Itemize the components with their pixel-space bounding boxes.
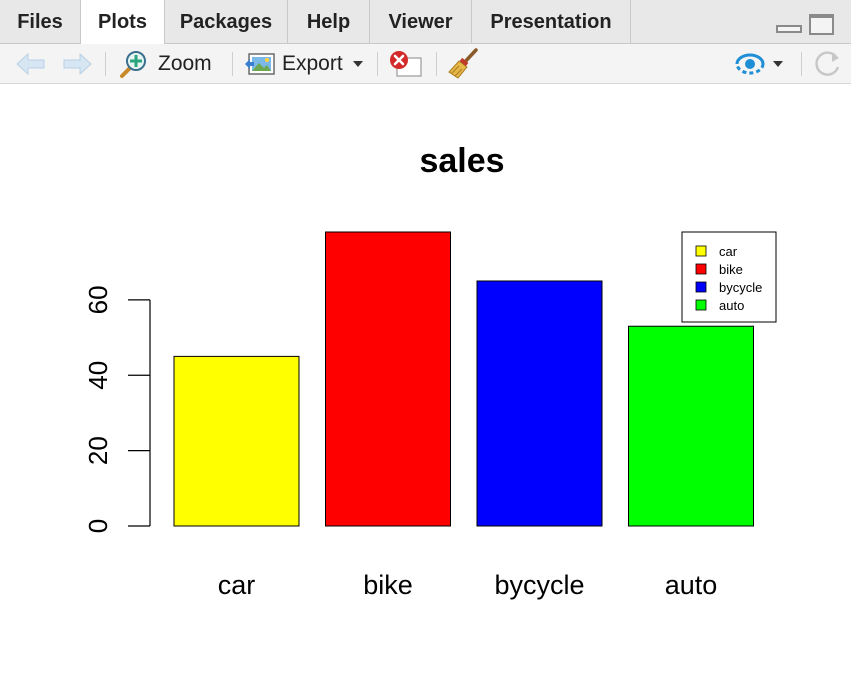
y-tick-label: 0 <box>83 519 113 533</box>
tab-label: Plots <box>98 11 147 33</box>
x-tick-labels: car bike bycycle auto <box>218 570 718 600</box>
remove-plot-button[interactable] <box>387 44 425 84</box>
y-tick-label: 20 <box>83 436 113 465</box>
minimize-pane-button[interactable] <box>776 25 802 33</box>
bars <box>173 231 754 527</box>
tab-plots[interactable]: Plots <box>81 0 165 45</box>
y-tick-label: 60 <box>83 285 113 314</box>
toolbar-divider <box>232 52 233 76</box>
x-tick-label: bycycle <box>494 570 584 600</box>
remove-plot-icon <box>390 51 422 77</box>
legend-entry: auto <box>719 298 744 313</box>
zoom-label: Zoom <box>158 52 212 75</box>
legend-swatch <box>695 263 707 275</box>
toolbar-divider <box>801 52 802 76</box>
legend-entry: car <box>719 244 738 259</box>
legend-swatch <box>695 245 707 257</box>
bar-chart: sales 0 20 40 60 car bike bycycle auto car bike… <box>83 142 777 600</box>
broom-icon <box>448 48 478 79</box>
magnifier-zoom-icon <box>120 51 146 78</box>
tab-help[interactable]: Help <box>288 0 370 44</box>
tab-label: Packages <box>179 10 273 33</box>
tab-label: Viewer <box>388 10 453 33</box>
tab-presentation[interactable]: Presentation <box>472 0 631 44</box>
x-tick-label: auto <box>665 570 718 600</box>
publish-icon <box>735 53 765 75</box>
bar-auto <box>628 325 754 527</box>
legend-entry: bike <box>719 262 743 277</box>
tab-viewer[interactable]: Viewer <box>370 0 472 44</box>
export-menu-button[interactable]: Export <box>244 44 363 84</box>
zoom-button[interactable]: Zoom <box>118 44 212 84</box>
chevron-down-icon <box>773 61 783 67</box>
clear-all-plots-button[interactable] <box>446 44 480 84</box>
back-button[interactable] <box>14 44 48 84</box>
tab-bar: Files Plots Packages Help Viewer Present… <box>0 0 851 45</box>
maximize-pane-button[interactable] <box>809 14 834 35</box>
plot-viewer: sales 0 20 40 60 car bike bycycle auto car bike… <box>0 84 851 676</box>
tab-label: Presentation <box>490 10 612 33</box>
chevron-down-icon <box>352 61 363 67</box>
legend-swatch <box>695 299 707 311</box>
toolbar-divider <box>377 52 378 76</box>
legend-swatch <box>695 281 707 293</box>
bar-bike <box>325 231 451 527</box>
toolbar-divider <box>105 52 106 76</box>
tab-packages[interactable]: Packages <box>165 0 288 44</box>
legend: car bike bycycle auto <box>681 231 777 323</box>
bar-car <box>173 355 300 527</box>
plots-toolbar: Zoom Export <box>0 44 851 84</box>
x-tick-label: bike <box>363 570 413 600</box>
y-axis: 0 20 40 60 <box>83 285 151 533</box>
tab-files[interactable]: Files <box>0 0 81 44</box>
refresh-icon <box>815 51 840 76</box>
refresh-button[interactable] <box>813 44 843 84</box>
forward-button[interactable] <box>60 44 94 84</box>
x-tick-label: car <box>218 570 256 600</box>
y-tick-label: 40 <box>83 361 113 390</box>
tab-label: Files <box>17 10 63 33</box>
toolbar-divider <box>436 52 437 76</box>
tab-label: Help <box>306 10 351 33</box>
arrow-right-icon <box>63 52 92 76</box>
publish-menu-button[interactable] <box>733 44 783 84</box>
export-image-icon <box>245 53 275 75</box>
bar-bycycle <box>476 280 603 527</box>
chart-title: sales <box>419 142 504 180</box>
arrow-left-icon <box>16 52 45 76</box>
export-label: Export <box>282 52 343 75</box>
legend-entry: bycycle <box>719 280 762 295</box>
